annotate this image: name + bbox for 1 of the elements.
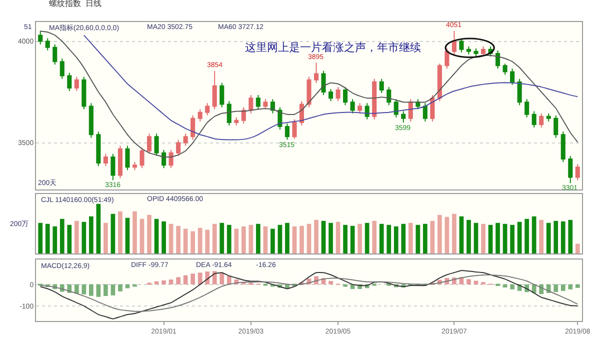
- annotation: 这里网上是一片看涨之声，年市继续: [245, 41, 421, 54]
